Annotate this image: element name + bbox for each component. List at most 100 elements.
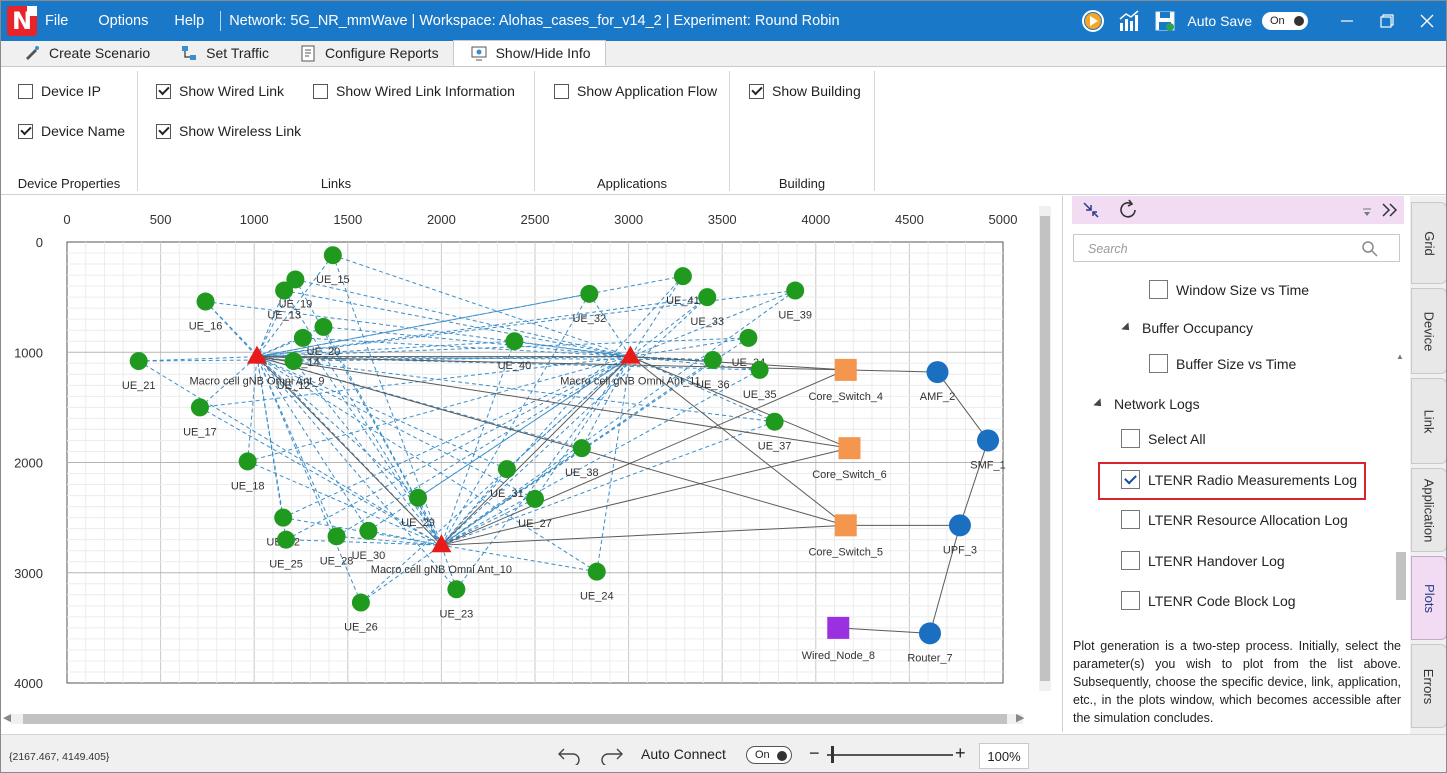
ue-node[interactable]	[587, 562, 606, 581]
ue-node[interactable]	[786, 281, 805, 300]
ue-node[interactable]	[698, 288, 717, 307]
show-building-checkbox[interactable]: Show Building	[749, 83, 861, 99]
scrollbar-thumb[interactable]	[1396, 552, 1406, 600]
tree-item-ltenr-handover-log[interactable]: LTENR Handover Log	[1121, 551, 1285, 570]
network-canvas[interactable]: 0 500 1000 1500 2000 2500 3000 3500 4000 4500 5000…	[1, 196, 1063, 732]
restore-button[interactable]	[1372, 6, 1402, 36]
ue-node[interactable]	[327, 527, 346, 546]
tree-item-ltenr-code-block-log[interactable]: LTENR Code Block Log	[1121, 591, 1296, 610]
zoom-slider-handle[interactable]	[831, 746, 834, 763]
ue-node[interactable]	[323, 246, 342, 265]
tree-item-buffer-size-vs-time[interactable]: Buffer Size vs Time	[1149, 354, 1296, 373]
tab-device[interactable]: Device	[1411, 288, 1446, 374]
ue-node[interactable]	[359, 521, 378, 540]
plots-tree-scrollbar[interactable]: ▲ ▼	[1396, 352, 1406, 627]
tab-create-scenario[interactable]: Create Scenario	[7, 40, 164, 66]
scroll-right-icon[interactable]: ▶	[1016, 712, 1025, 724]
ue-node[interactable]	[190, 398, 209, 417]
ue-node[interactable]	[286, 270, 305, 289]
show-application-flow-checkbox[interactable]: Show Application Flow	[554, 83, 717, 99]
ue-node[interactable]	[274, 508, 293, 527]
auto-connect-toggle[interactable]: On	[746, 746, 792, 764]
refresh-icon[interactable]	[1116, 198, 1140, 222]
ue-node[interactable]	[673, 267, 692, 286]
expand-triangle-icon[interactable]	[1093, 398, 1105, 410]
ue-node[interactable]	[703, 350, 722, 369]
minimize-button[interactable]	[1332, 6, 1362, 36]
ue-node[interactable]	[580, 284, 599, 303]
tab-configure-reports[interactable]: Configure Reports	[283, 40, 453, 66]
gnb-node[interactable]	[431, 534, 452, 553]
ue-node[interactable]	[238, 452, 257, 471]
menu-help[interactable]: Help	[174, 13, 205, 29]
ue-node[interactable]	[129, 352, 148, 371]
redo-icon[interactable]	[599, 745, 625, 765]
scroll-up-icon[interactable]: ▲	[1396, 352, 1404, 361]
scroll-left-icon[interactable]: ◀	[3, 712, 12, 724]
tab-set-traffic[interactable]: Set Traffic	[164, 40, 283, 66]
tab-errors[interactable]: Errors	[1411, 644, 1446, 728]
zoom-out-icon[interactable]: −	[809, 743, 820, 763]
show-wireless-link-checkbox[interactable]: Show Wireless Link	[156, 123, 301, 139]
show-wired-link-information-checkbox[interactable]: Show Wired Link Information	[313, 83, 515, 99]
tree-item-ltenr-radio-measurements-log[interactable]: LTENR Radio Measurements Log	[1121, 470, 1357, 489]
save-icon[interactable]	[1153, 9, 1177, 33]
tab-plots[interactable]: Plots	[1411, 556, 1446, 640]
ue-node[interactable]	[314, 317, 333, 336]
switch-node[interactable]	[838, 437, 861, 460]
ue-node[interactable]	[277, 530, 296, 549]
undo-icon[interactable]	[556, 745, 582, 765]
search-icon[interactable]	[1361, 240, 1379, 258]
ue-node[interactable]	[409, 488, 427, 507]
ue-node[interactable]	[739, 328, 758, 347]
core-node[interactable]	[977, 429, 1000, 452]
gnb-node[interactable]	[620, 345, 641, 364]
expand-panel-icon[interactable]	[1380, 200, 1400, 220]
canvas-vertical-scrollbar[interactable]	[1039, 206, 1051, 691]
tree-group-network-logs[interactable]: Network Logs	[1093, 396, 1200, 412]
core-node[interactable]	[926, 361, 949, 384]
collapse-icon[interactable]	[1080, 199, 1102, 221]
device-ip-checkbox[interactable]: Device IP	[18, 83, 101, 99]
menu-options[interactable]: Options	[98, 13, 149, 29]
gnb-node[interactable]	[247, 345, 268, 364]
ue-node[interactable]	[351, 593, 370, 612]
ue-node[interactable]	[447, 580, 466, 599]
switch-node[interactable]	[834, 514, 857, 537]
zoom-level[interactable]: 100%	[979, 743, 1029, 769]
tree-item-ltenr-resource-allocation-log[interactable]: LTENR Resource Allocation Log	[1121, 510, 1348, 529]
tab-application[interactable]: Application	[1411, 468, 1446, 552]
ue-node[interactable]	[750, 360, 769, 379]
device-name-checkbox[interactable]: Device Name	[18, 123, 125, 139]
close-button[interactable]	[1412, 6, 1442, 36]
ue-node[interactable]	[293, 328, 312, 347]
menu-file[interactable]: File	[45, 13, 69, 29]
tab-show-hide-info[interactable]: Show/Hide Info	[452, 40, 606, 66]
core-node[interactable]	[948, 514, 971, 537]
wired-node[interactable]	[827, 616, 850, 639]
auto-save-toggle[interactable]: On	[1262, 12, 1308, 30]
tree-item-window-size-vs-time[interactable]: Window Size vs Time	[1149, 280, 1309, 299]
canvas-horizontal-scrollbar[interactable]	[11, 714, 1023, 724]
scrollbar-thumb[interactable]	[23, 714, 1007, 724]
tree-group-buffer-occupancy[interactable]: Buffer Occupancy	[1121, 320, 1253, 336]
ue-node[interactable]	[196, 292, 215, 311]
ue-node[interactable]	[505, 332, 524, 351]
ue-node[interactable]	[765, 412, 784, 431]
pin-dropdown-icon[interactable]	[1362, 206, 1372, 218]
tree-item-select-all[interactable]: Select All	[1121, 429, 1206, 448]
run-simulation-icon[interactable]	[1081, 9, 1105, 33]
ue-node[interactable]	[572, 439, 591, 458]
plots-search-input[interactable]: Search	[1073, 234, 1400, 262]
ue-node[interactable]	[284, 352, 303, 371]
analytics-icon[interactable]	[1117, 9, 1141, 33]
ue-node[interactable]	[526, 489, 544, 508]
tab-link[interactable]: Link	[1411, 378, 1446, 464]
core-node[interactable]	[918, 622, 941, 645]
tab-grid[interactable]: Grid	[1411, 202, 1446, 284]
scrollbar-thumb[interactable]	[1040, 216, 1050, 681]
expand-triangle-icon[interactable]	[1121, 322, 1133, 334]
ue-node[interactable]	[497, 460, 516, 479]
ue-node[interactable]	[275, 281, 294, 300]
switch-node[interactable]	[834, 358, 857, 381]
